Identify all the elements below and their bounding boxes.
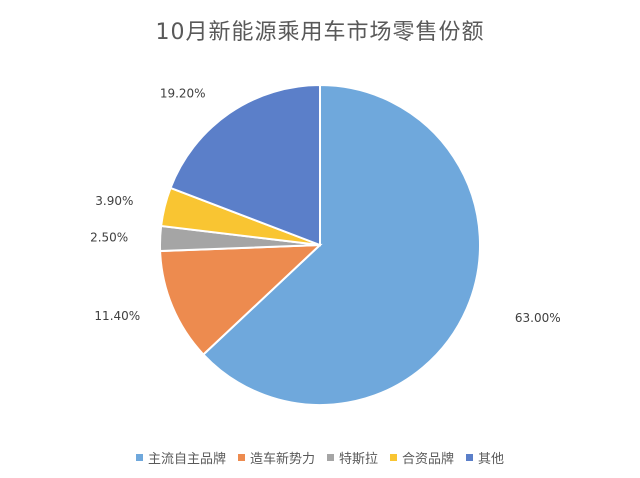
chart-legend: 主流自主品牌 造车新势力 特斯拉 合资品牌 其他 (0, 448, 640, 467)
legend-item-3: 特斯拉 (326, 448, 378, 467)
data-label-5: 19.20% (160, 87, 206, 101)
legend-swatch (237, 454, 245, 461)
data-label-3: 2.50% (90, 231, 128, 245)
legend-label: 合资品牌 (402, 452, 455, 467)
legend-swatch (326, 454, 334, 461)
legend-item-1: 主流自主品牌 (135, 448, 226, 467)
pie-slice-1 (201, 83, 481, 406)
legend-label: 其他 (478, 452, 505, 467)
legend-label: 特斯拉 (338, 452, 378, 467)
legend-label: 造车新势力 (249, 452, 315, 467)
legend-item-4: 合资品牌 (390, 448, 454, 467)
legend-item-2: 造车新势力 (237, 448, 315, 467)
data-label-1: 63.00% (515, 311, 561, 325)
legend-label: 主流自主品牌 (147, 452, 226, 467)
legend-item-5: 其他 (466, 448, 504, 467)
pie-slice-2 (159, 243, 323, 356)
data-label-2: 11.40% (94, 309, 140, 323)
legend-swatch (390, 454, 397, 461)
data-label-4: 3.90% (95, 194, 133, 208)
legend-swatch (466, 454, 474, 461)
legend-swatch (135, 454, 143, 461)
chart-title: 10月新能源乘用车市场零售份额 (155, 20, 485, 45)
pie-slice-5 (169, 83, 321, 247)
